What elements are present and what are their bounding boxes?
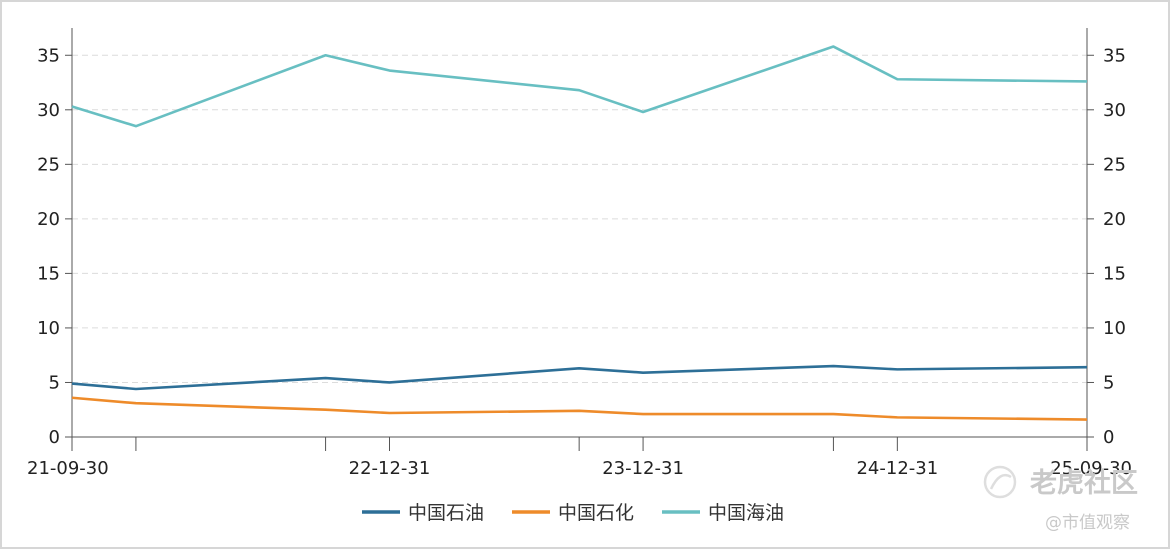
y-tick-label-right: 25 [1103, 154, 1126, 175]
x-tick-label: 25-09-30 [1050, 458, 1132, 479]
series-line [71, 45, 1088, 128]
y-tick-label-right: 15 [1103, 263, 1126, 284]
y-tick-label-left: 15 [37, 263, 60, 284]
x-tick-label: 23-12-31 [602, 458, 684, 479]
series-lines [71, 45, 1088, 421]
gridlines [72, 54, 1087, 383]
watermark-handle: @市值观察 [1045, 513, 1130, 533]
watermark-brand: 老虎社区 [1030, 467, 1138, 499]
legend-label: 中国石化 [558, 502, 634, 524]
y-tick-label-left: 25 [37, 154, 60, 175]
x-tick-label: 22-12-31 [349, 458, 431, 479]
legend: 中国石油 中国石化 中国海油 [362, 502, 784, 524]
legend-label: 中国海油 [708, 502, 784, 524]
y-tick-label-right: 10 [1103, 318, 1126, 339]
x-tick-label: 24-12-31 [856, 458, 938, 479]
y-tick-label-left: 5 [49, 372, 60, 393]
watermark: 老虎社区 @市值观察 [983, 465, 1138, 533]
y-tick-label-right: 35 [1103, 45, 1126, 66]
series-line [71, 364, 1088, 391]
series-line [71, 396, 1088, 421]
y-tick-label-left: 35 [37, 45, 60, 66]
y-tick-label-right: 20 [1103, 209, 1126, 230]
y-tick-label-left: 20 [37, 209, 60, 230]
y-tick-label-left: 30 [37, 100, 60, 121]
x-tick-label: 21-09-30 [27, 458, 109, 479]
axes: 0 0 5 5 10 10 15 15 20 20 25 25 30 30 35 35 21-09-30 22-1… [27, 28, 1132, 479]
y-tick-label-right: 30 [1103, 100, 1126, 121]
y-tick-label-right: 5 [1103, 372, 1114, 393]
y-tick-label-left: 10 [37, 318, 60, 339]
y-tick-label-left: 0 [49, 427, 60, 448]
legend-label: 中国石油 [408, 502, 484, 524]
y-tick-label-right: 0 [1103, 427, 1114, 448]
tiger-logo-icon [983, 465, 1017, 499]
